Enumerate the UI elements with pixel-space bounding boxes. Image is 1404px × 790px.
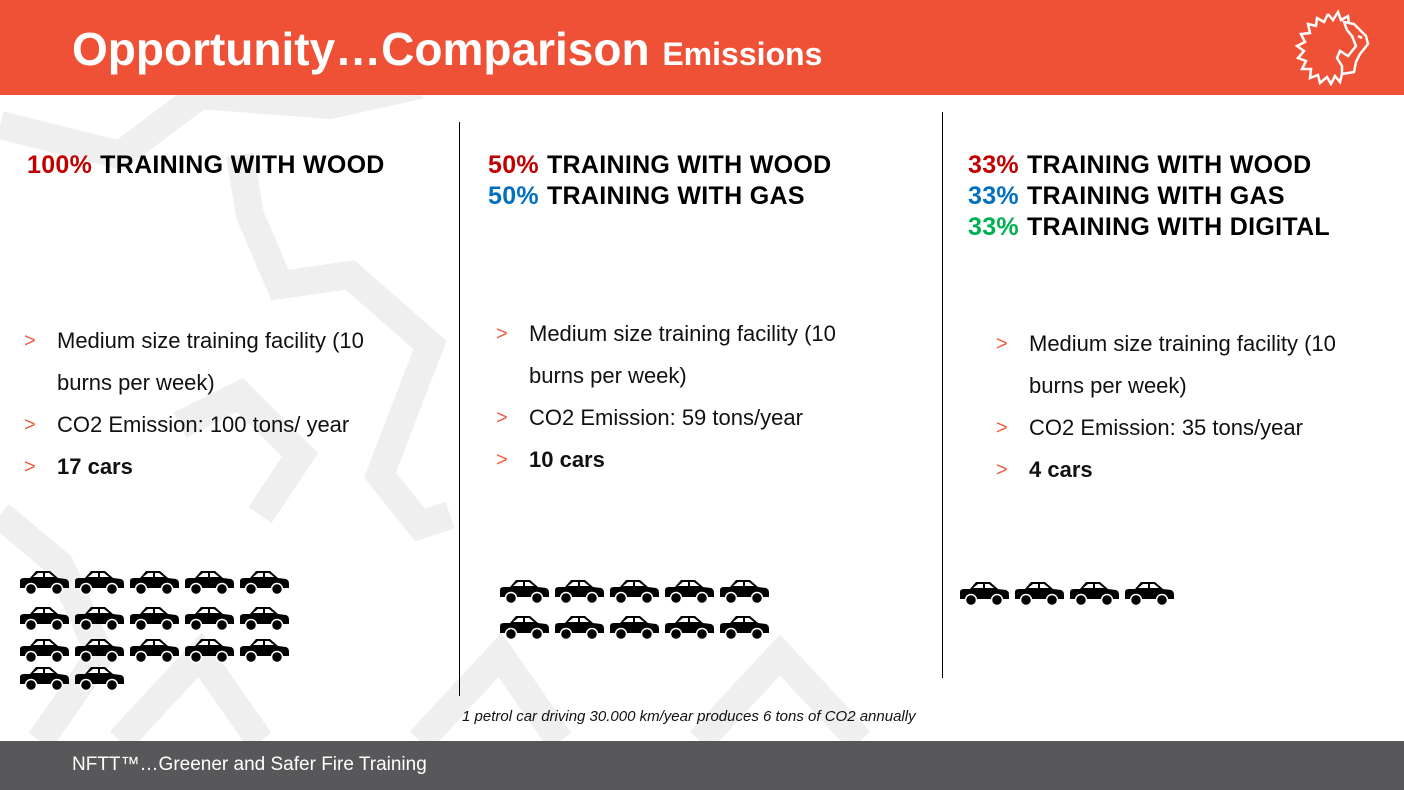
bullet-text: CO2 Emission: 59 tons/year xyxy=(529,405,803,430)
bullet-text: 17 cars xyxy=(57,454,133,479)
heading-line: 100% TRAINING WITH WOOD xyxy=(27,150,385,181)
car-icon xyxy=(73,604,125,632)
car-icon xyxy=(18,568,70,596)
car-icon xyxy=(958,579,1010,607)
bullet-text: burns per week) xyxy=(529,363,687,388)
heading-pct: 33% xyxy=(968,182,1019,210)
car-icon xyxy=(128,604,180,632)
car-icon xyxy=(73,664,125,692)
bullet-text: CO2 Emission: 100 tons/ year xyxy=(57,412,350,437)
car-icon xyxy=(608,613,660,641)
car-icon xyxy=(608,577,660,605)
car-icon xyxy=(183,636,235,664)
bullet-continuation: burns per week) xyxy=(24,362,364,404)
chevron-icon: > xyxy=(496,449,508,471)
heading-pct: 50% xyxy=(488,151,539,179)
footer-text: NFTT™…Greener and Safer Fire Training xyxy=(72,754,427,775)
chevron-icon: > xyxy=(496,407,508,429)
bullet-text: 10 cars xyxy=(529,447,605,472)
bullet-list: > Medium size training facility (10 burns… xyxy=(24,320,364,488)
car-icon xyxy=(553,613,605,641)
lion-logo-icon xyxy=(1294,9,1370,86)
heading-text: TRAINING WITH WOOD xyxy=(100,151,385,179)
car-icon xyxy=(183,568,235,596)
car-icon xyxy=(18,664,70,692)
car-icon xyxy=(128,568,180,596)
car-icon xyxy=(73,568,125,596)
bullet-text: CO2 Emission: 35 tons/year xyxy=(1029,415,1303,440)
heading-pct: 100% xyxy=(27,151,93,179)
car-icon xyxy=(238,604,290,632)
heading-line: 33% TRAINING WITH WOOD xyxy=(968,150,1330,181)
heading-text: TRAINING WITH GAS xyxy=(546,182,805,210)
bullet-item: > Medium size training facility (10 xyxy=(996,323,1336,365)
heading-line: 33% TRAINING WITH GAS xyxy=(968,181,1330,212)
heading-block: 33% TRAINING WITH WOOD 33% TRAINING WITH G… xyxy=(968,150,1330,243)
heading-line: 50% TRAINING WITH WOOD xyxy=(488,150,831,181)
bullet-item: > CO2 Emission: 35 tons/year xyxy=(996,407,1336,449)
chevron-icon: > xyxy=(24,456,36,478)
header-bar: Opportunity…Comparison Emissions xyxy=(0,0,1404,95)
bullet-continuation: burns per week) xyxy=(996,365,1336,407)
title-sub: Emissions xyxy=(662,36,823,72)
bullet-text: burns per week) xyxy=(57,370,215,395)
bullet-continuation: burns per week) xyxy=(496,355,836,397)
heading-block: 50% TRAINING WITH WOOD 50% TRAINING WITH G… xyxy=(488,150,831,212)
bullet-list: > Medium size training facility (10 burns… xyxy=(996,323,1336,491)
chevron-icon: > xyxy=(24,330,36,352)
car-icon xyxy=(238,636,290,664)
column-divider xyxy=(942,112,943,678)
heading-text: TRAINING WITH WOOD xyxy=(1026,151,1312,179)
heading-line: 50% TRAINING WITH GAS xyxy=(488,181,831,212)
bullet-text: Medium size training facility (10 xyxy=(1029,331,1336,356)
bullet-text: Medium size training facility (10 xyxy=(529,321,836,346)
car-icon xyxy=(718,613,770,641)
car-icon xyxy=(18,636,70,664)
heading-pct: 33% xyxy=(968,213,1019,241)
car-icon xyxy=(553,577,605,605)
car-icon xyxy=(663,577,715,605)
chevron-icon: > xyxy=(996,333,1008,355)
footer-bar: NFTT™…Greener and Safer Fire Training xyxy=(0,741,1404,790)
car-icon xyxy=(1013,579,1065,607)
car-icon xyxy=(73,636,125,664)
column-divider xyxy=(459,122,460,696)
car-icon xyxy=(663,613,715,641)
car-icon xyxy=(1068,579,1120,607)
title-main: Opportunity…Comparison xyxy=(72,23,650,75)
heading-text: TRAINING WITH DIGITAL xyxy=(1026,213,1330,241)
bullet-item: >17 cars xyxy=(24,446,364,488)
car-icon xyxy=(498,613,550,641)
bullet-item: > Medium size training facility (10 xyxy=(496,313,836,355)
chevron-icon: > xyxy=(24,414,36,436)
bullet-text: burns per week) xyxy=(1029,373,1187,398)
heading-pct: 33% xyxy=(968,151,1019,179)
bullet-item: >10 cars xyxy=(496,439,836,481)
bullet-item: >4 cars xyxy=(996,449,1336,491)
bullet-item: > Medium size training facility (10 xyxy=(24,320,364,362)
car-icon xyxy=(1123,579,1175,607)
car-icon xyxy=(183,604,235,632)
footnote: 1 petrol car driving 30.000 km/year prod… xyxy=(462,708,916,725)
bullet-list: > Medium size training facility (10 burns… xyxy=(496,313,836,481)
heading-text: TRAINING WITH WOOD xyxy=(546,151,832,179)
car-icon xyxy=(128,636,180,664)
heading-text: TRAINING WITH GAS xyxy=(1026,182,1285,210)
heading-block: 100% TRAINING WITH WOOD xyxy=(27,150,385,181)
heading-pct: 50% xyxy=(488,182,539,210)
car-icon xyxy=(718,577,770,605)
chevron-icon: > xyxy=(996,417,1008,439)
bullet-text: Medium size training facility (10 xyxy=(57,328,364,353)
car-icon xyxy=(498,577,550,605)
heading-line: 33% TRAINING WITH DIGITAL xyxy=(968,212,1330,243)
car-icon xyxy=(18,604,70,632)
bullet-item: > CO2 Emission: 59 tons/year xyxy=(496,397,836,439)
chevron-icon: > xyxy=(996,459,1008,481)
bullet-item: > CO2 Emission: 100 tons/ year xyxy=(24,404,364,446)
bullet-text: 4 cars xyxy=(1029,457,1093,482)
page-title: Opportunity…Comparison Emissions xyxy=(72,22,822,76)
chevron-icon: > xyxy=(496,323,508,345)
car-icon xyxy=(238,568,290,596)
